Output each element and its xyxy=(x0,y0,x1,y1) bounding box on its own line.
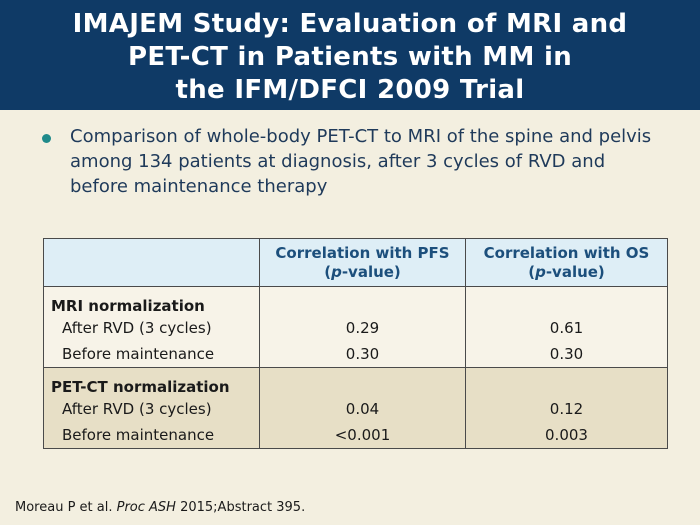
group-title-petct: PET-CT normalization xyxy=(43,367,260,396)
header-pfs-title: Correlation with PFS xyxy=(275,243,450,262)
bullet-text: Comparison of whole-body PET-CT to MRI o… xyxy=(70,126,652,197)
correlation-table: Correlation with PFS (p-value) Correlati… xyxy=(43,238,668,449)
header-pfs-p: p xyxy=(331,262,342,281)
pfs-value: 0.04 xyxy=(259,396,466,422)
header-os: Correlation with OS (p-value) xyxy=(465,238,668,287)
row-label: Before maintenance xyxy=(43,341,260,368)
header-blank-cell xyxy=(43,238,260,287)
table-header-row: Correlation with PFS (p-value) Correlati… xyxy=(43,238,668,287)
os-value: 0.003 xyxy=(465,422,668,449)
header-pfs-suffix: -value) xyxy=(341,262,401,281)
pfs-value: 0.29 xyxy=(259,315,466,341)
header-os-suffix: -value) xyxy=(545,262,605,281)
row-label: After RVD (3 cycles) xyxy=(43,315,260,341)
header-os-title: Correlation with OS xyxy=(483,243,650,262)
os-value: 0.12 xyxy=(465,396,668,422)
group-title-row-mri: MRI normalization xyxy=(43,286,668,315)
slide-title-bar: IMAJEM Study: Evaluation of MRI and PET-… xyxy=(0,0,700,110)
citation-journal: Proc ASH xyxy=(116,500,176,515)
header-os-sub: (p-value) xyxy=(528,262,605,281)
group-title-row-petct: PET-CT normalization xyxy=(43,367,668,396)
table-row: After RVD (3 cycles) 0.29 0.61 xyxy=(43,315,668,341)
table-row: After RVD (3 cycles) 0.04 0.12 xyxy=(43,396,668,422)
os-value: 0.30 xyxy=(465,341,668,368)
slide-title-line-3: the IFM/DFCI 2009 Trial xyxy=(175,75,525,105)
header-os-p: p xyxy=(535,262,546,281)
row-label: After RVD (3 cycles) xyxy=(43,396,260,422)
citation-rest: 2015;Abstract 395. xyxy=(175,500,306,515)
slide-title-line-2: PET-CT in Patients with MM in xyxy=(127,42,573,72)
empty-cell xyxy=(259,286,466,315)
empty-cell xyxy=(465,286,668,315)
empty-cell xyxy=(465,367,668,396)
citation-authors: Moreau P et al. xyxy=(15,500,117,515)
header-pfs: Correlation with PFS (p-value) xyxy=(259,238,466,287)
os-value: 0.61 xyxy=(465,315,668,341)
table-row: Before maintenance <0.001 0.003 xyxy=(43,422,668,449)
citation: Moreau P et al. Proc ASH 2015;Abstract 3… xyxy=(15,500,305,515)
bullet-point: Comparison of whole-body PET-CT to MRI o… xyxy=(42,124,662,199)
slide-title-line-1: IMAJEM Study: Evaluation of MRI and xyxy=(72,9,628,39)
bullet-dot-icon xyxy=(42,134,51,143)
header-pfs-sub: (p-value) xyxy=(324,262,401,281)
empty-cell xyxy=(259,367,466,396)
table-row: Before maintenance 0.30 0.30 xyxy=(43,341,668,368)
pfs-value: 0.30 xyxy=(259,341,466,368)
pfs-value: <0.001 xyxy=(259,422,466,449)
group-title-mri: MRI normalization xyxy=(43,286,260,315)
row-label: Before maintenance xyxy=(43,422,260,449)
